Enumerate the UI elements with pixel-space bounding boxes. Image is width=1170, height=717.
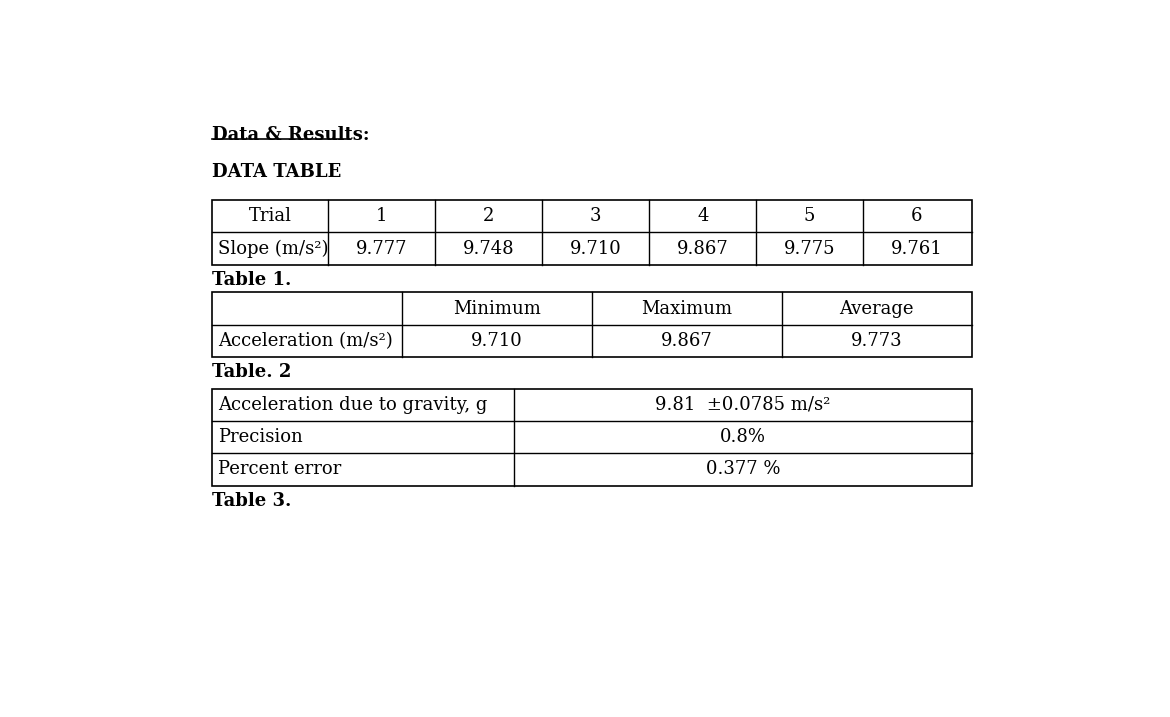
Text: 0.8%: 0.8% <box>720 428 766 446</box>
Text: Maximum: Maximum <box>641 300 732 318</box>
Text: 9.710: 9.710 <box>570 239 621 257</box>
Text: 9.777: 9.777 <box>356 239 407 257</box>
Text: 9.867: 9.867 <box>676 239 729 257</box>
Text: Acceleration due to gravity, g: Acceleration due to gravity, g <box>219 396 488 414</box>
Text: 0.377 %: 0.377 % <box>706 460 780 478</box>
Text: 2: 2 <box>483 207 495 225</box>
Text: 9.748: 9.748 <box>463 239 515 257</box>
Text: 4: 4 <box>697 207 708 225</box>
Text: 9.81  ±0.0785 m/s²: 9.81 ±0.0785 m/s² <box>655 396 831 414</box>
Text: Average: Average <box>839 300 914 318</box>
Text: Table. 2: Table. 2 <box>212 364 291 381</box>
Text: 3: 3 <box>590 207 601 225</box>
Bar <box>212 293 971 357</box>
Text: 6: 6 <box>911 207 922 225</box>
Text: Data & Results:: Data & Results: <box>212 126 370 144</box>
Bar <box>212 389 971 485</box>
Text: Slope (m/s²): Slope (m/s²) <box>219 239 329 257</box>
Text: 1: 1 <box>376 207 387 225</box>
Text: 9.710: 9.710 <box>472 332 523 350</box>
Text: Precision: Precision <box>219 428 303 446</box>
Text: 9.867: 9.867 <box>661 332 713 350</box>
Text: DATA TABLE: DATA TABLE <box>212 163 342 181</box>
Text: Minimum: Minimum <box>453 300 541 318</box>
Text: Trial: Trial <box>249 207 291 225</box>
Text: Percent error: Percent error <box>219 460 342 478</box>
Text: Acceleration (m/s²): Acceleration (m/s²) <box>219 332 393 350</box>
Text: Table 3.: Table 3. <box>212 492 291 510</box>
Bar <box>212 200 971 265</box>
Text: Table 1.: Table 1. <box>212 271 291 289</box>
Text: 9.775: 9.775 <box>784 239 835 257</box>
Text: 9.761: 9.761 <box>890 239 943 257</box>
Text: 5: 5 <box>804 207 815 225</box>
Text: 9.773: 9.773 <box>851 332 902 350</box>
